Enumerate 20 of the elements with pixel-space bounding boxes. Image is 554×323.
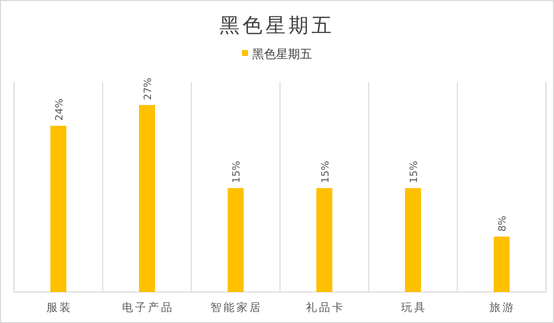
data-label: 27% [143,78,154,100]
x-tick-label: 智能家居 [210,301,263,314]
data-label: 24% [54,98,66,121]
legend-label: 黑色星期五 [252,47,312,61]
bar [50,126,66,292]
data-label: 8% [498,216,509,232]
data-label: 15% [320,160,332,184]
bar [139,105,155,292]
x-tick-label: 玩具 [401,301,427,314]
x-tick-label: 电子产品 [122,301,174,314]
x-tick-label: 旅游 [490,301,516,314]
chart-title: 黑色星期五 [220,13,334,37]
x-tick-label: 礼品卡 [306,301,345,314]
bar [405,188,421,292]
data-label: 15% [409,160,420,184]
bar [494,236,510,292]
bar [228,188,244,292]
data-label: 15% [232,160,243,184]
bar [316,188,332,292]
x-tick-label: 服装 [46,301,72,314]
